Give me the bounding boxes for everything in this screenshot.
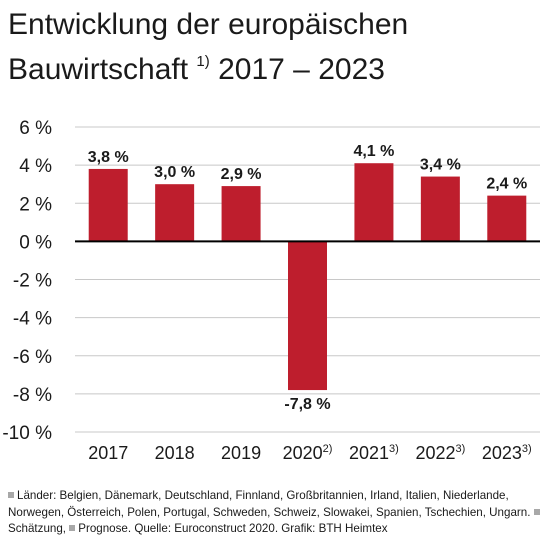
x-tick-label: 2019	[221, 443, 261, 463]
footnote-marker-3-icon	[69, 525, 76, 532]
data-label: 2,9 %	[221, 166, 262, 183]
footnote-marker-2-icon	[533, 508, 540, 515]
x-tick-label: 2018	[155, 443, 195, 463]
footnote-forecast-source: Prognose. Quelle: Euroconstruct 2020. Gr…	[78, 522, 388, 535]
y-tick-label: -10 %	[2, 423, 52, 444]
title-footnote-mark: 1)	[196, 53, 210, 70]
x-tick-label: 20202)	[283, 443, 333, 463]
footnote-countries: Länder: Belgien, Dänemark, Deutschland, …	[8, 489, 531, 519]
y-tick-label: -2 %	[13, 271, 52, 292]
data-label: 4,1 %	[353, 143, 394, 160]
data-label: 3,4 %	[420, 157, 461, 174]
data-label: 3,0 %	[154, 164, 195, 181]
x-tick-footnote-mark: 3)	[389, 443, 399, 455]
y-tick-label: 6 %	[19, 118, 52, 139]
title-subject: Bauwirtschaft	[8, 53, 189, 86]
x-tick-label: 20213)	[349, 443, 399, 463]
x-tick-footnote-mark: 3)	[455, 443, 465, 455]
title-line-2: Bauwirtschaft 1) 2017 – 2023	[8, 43, 543, 88]
y-tick-label: 2 %	[19, 194, 52, 215]
footnote-marker-1-icon	[8, 492, 14, 499]
chart-title: Entwicklung der europäischen Bauwirtscha…	[8, 6, 543, 88]
bar	[420, 176, 460, 242]
y-tick-label: 0 %	[19, 232, 52, 253]
y-tick-label: -8 %	[13, 385, 52, 406]
footnote-estimate: Schätzung,	[8, 522, 67, 535]
x-tick-footnote-mark: 2)	[323, 443, 333, 455]
bar	[288, 241, 327, 391]
data-label: 2,4 %	[486, 176, 527, 193]
x-tick-label: 20233)	[482, 443, 532, 463]
footnote: Länder: Belgien, Dänemark, Deutschland, …	[8, 488, 543, 538]
y-tick-label: -4 %	[13, 309, 52, 330]
bar	[155, 184, 195, 242]
bar	[487, 195, 527, 242]
data-label: 3,8 %	[88, 149, 129, 166]
title-range: 2017 – 2023	[218, 53, 385, 86]
x-tick-label: 2017	[88, 443, 128, 463]
bar	[221, 186, 261, 242]
bar	[88, 168, 128, 242]
bar	[354, 163, 394, 242]
y-tick-label: -6 %	[13, 347, 52, 368]
data-label: -7,8 %	[284, 396, 330, 413]
title-line-1: Entwicklung der europäischen	[8, 8, 409, 41]
y-tick-label: 4 %	[19, 156, 52, 177]
x-tick-label: 20223)	[415, 443, 465, 463]
x-tick-footnote-mark: 3)	[522, 443, 532, 455]
